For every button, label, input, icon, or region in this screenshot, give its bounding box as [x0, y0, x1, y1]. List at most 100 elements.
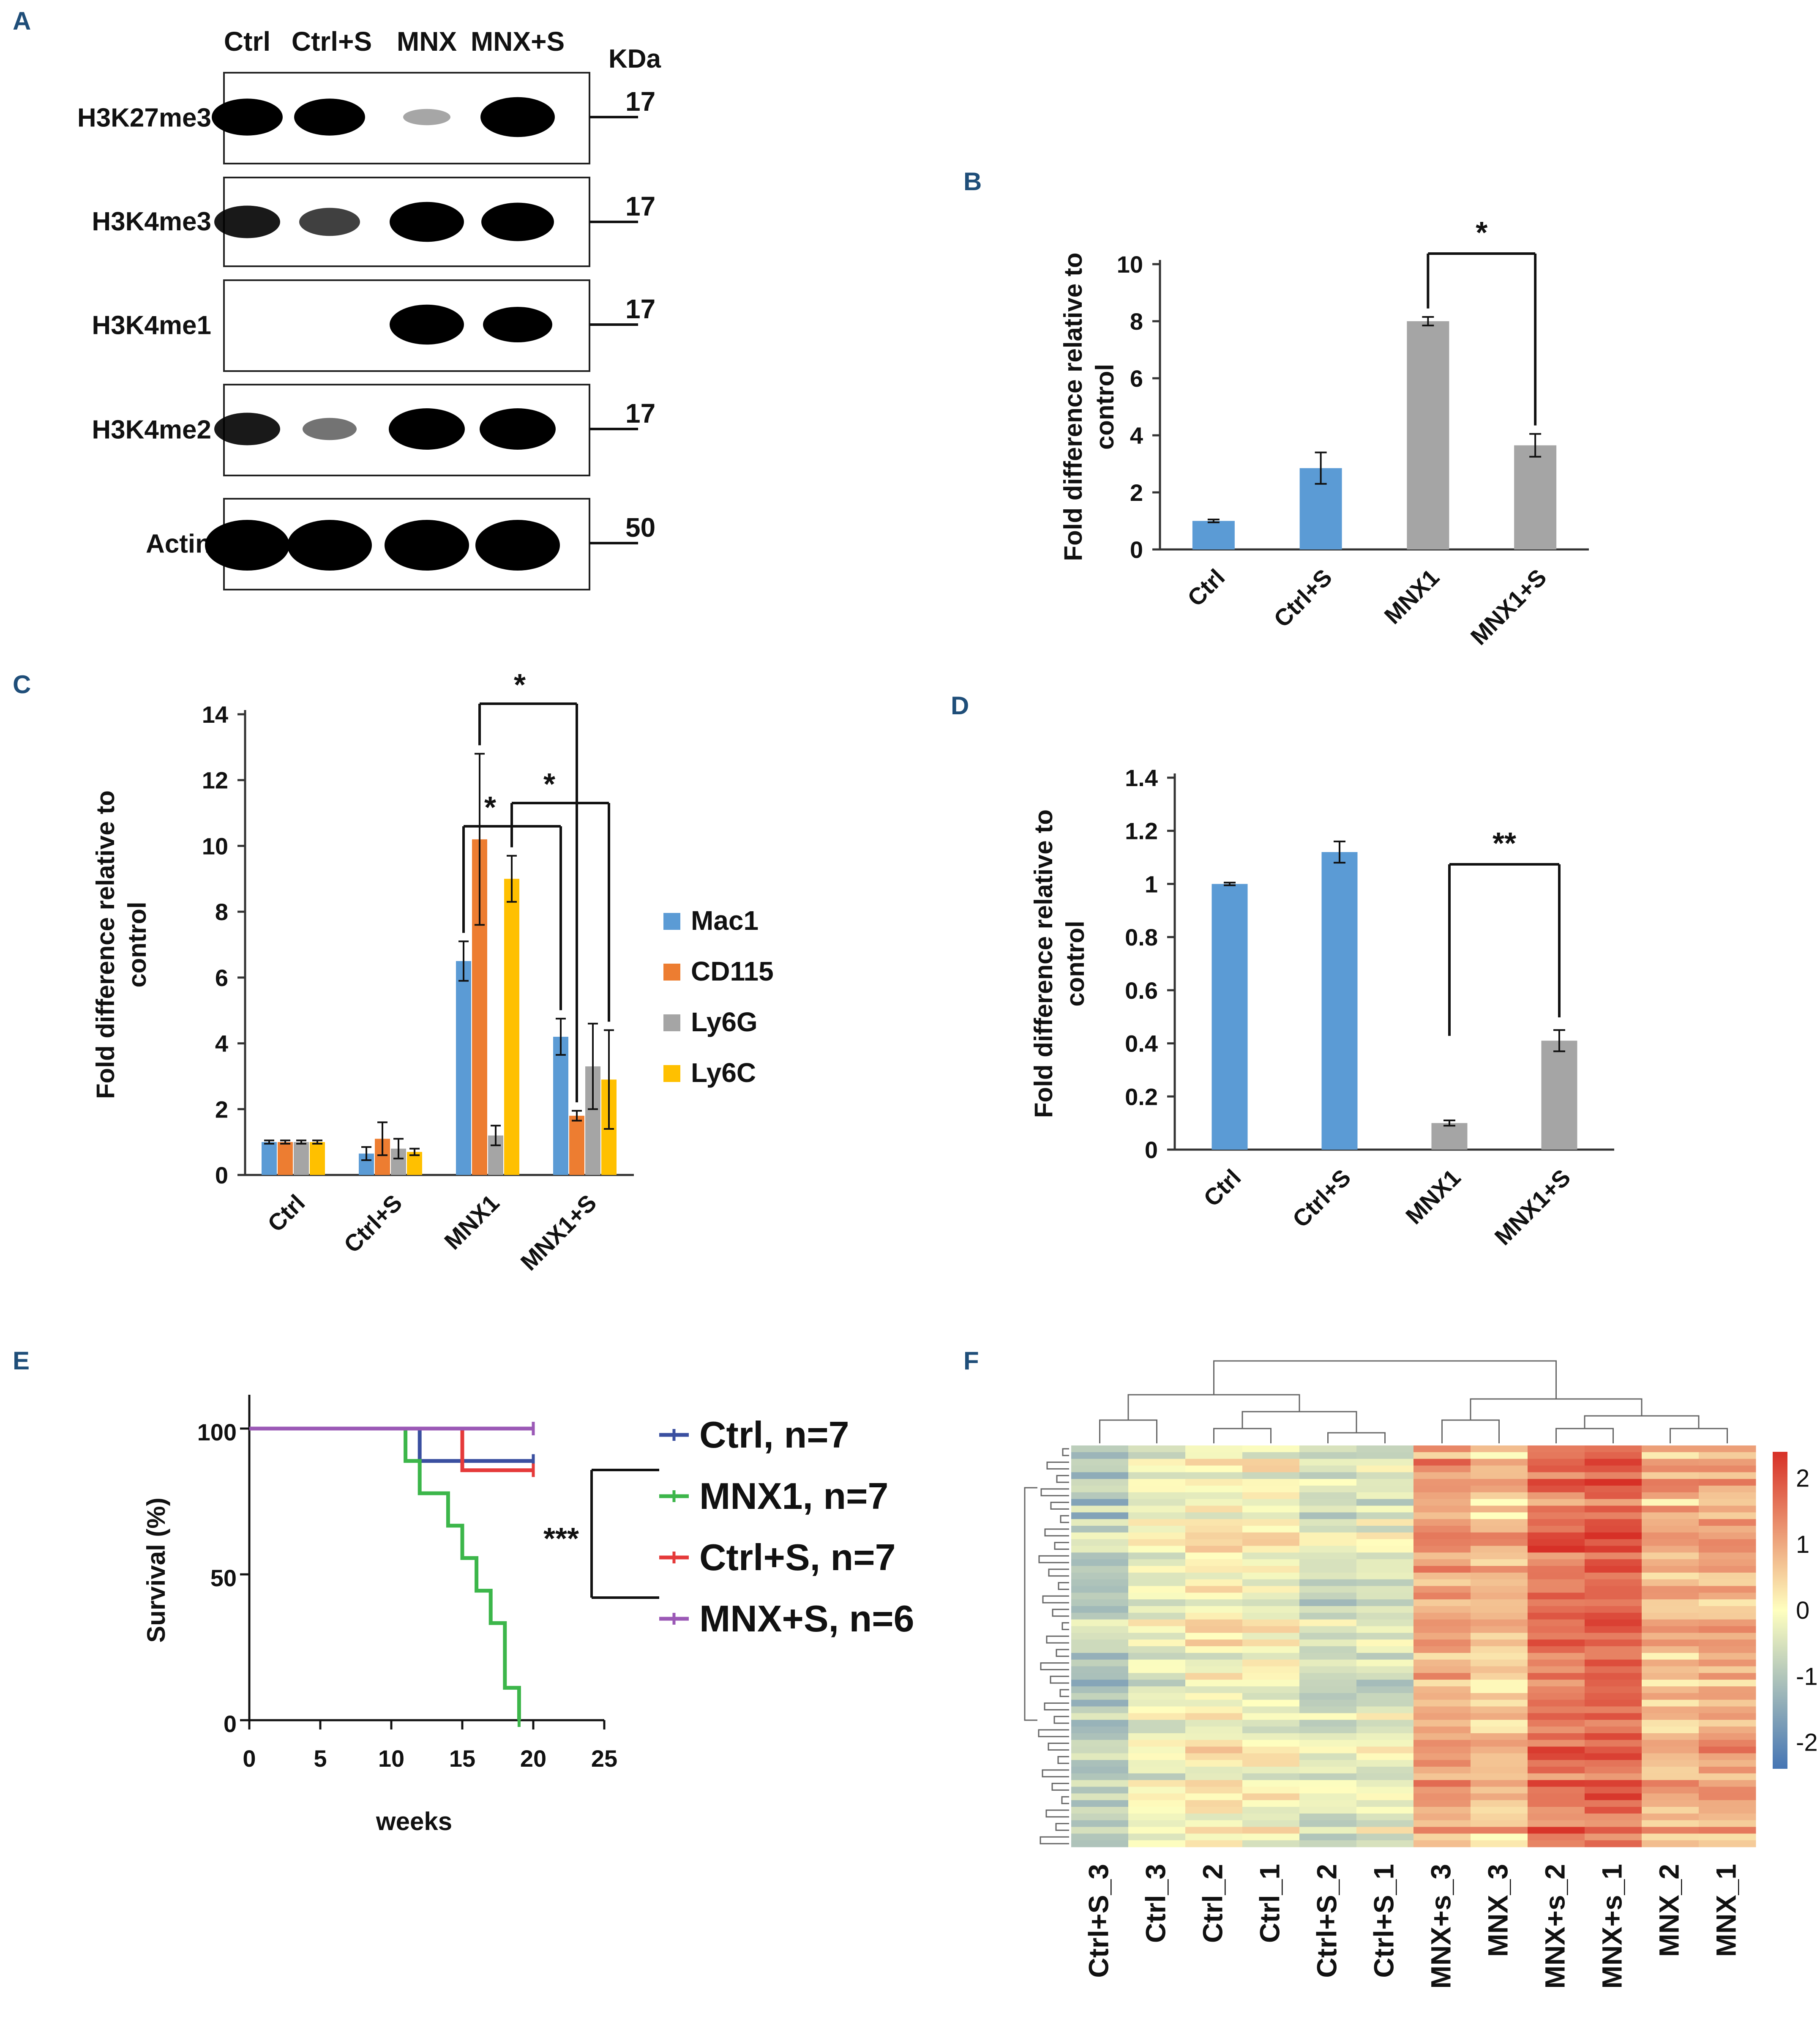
heatmap-cell [1471, 1787, 1528, 1794]
heatmap-cell [1642, 1733, 1699, 1740]
heatmap-cell [1299, 1646, 1357, 1653]
heatmap-cell [1413, 1472, 1471, 1479]
heatmap-cell [1128, 1740, 1186, 1747]
heatmap-cell [1585, 1526, 1642, 1533]
kda-value: 17 [625, 86, 655, 117]
y-axis-label: control [123, 902, 151, 987]
heatmap-cell [1356, 1445, 1414, 1453]
heatmap-cell [1642, 1612, 1699, 1620]
heatmap-cell [1642, 1479, 1699, 1486]
heatmap-cell [1242, 1693, 1300, 1700]
dendrogram-branch [1058, 1582, 1069, 1590]
heatmap-cell [1699, 1666, 1756, 1673]
heatmap-cell [1242, 1465, 1300, 1473]
heatmap-cell [1471, 1586, 1528, 1593]
heatmap-cell [1471, 1760, 1528, 1767]
heatmap-cell [1585, 1680, 1642, 1687]
dendrogram-branch [1555, 1428, 1614, 1443]
heatmap-cell [1642, 1579, 1699, 1586]
y-tick-label: 1 [1145, 871, 1158, 897]
y-tick-label: 4 [215, 1030, 228, 1057]
heatmap-cell [1642, 1693, 1699, 1700]
heatmap-cell [1299, 1593, 1357, 1600]
heatmap-cell [1413, 1820, 1471, 1827]
heatmap-cell [1699, 1626, 1756, 1633]
heatmap-cell [1242, 1813, 1300, 1821]
blot-row-label: H3K4me3 [92, 207, 211, 236]
dendrogram-branch [1327, 1432, 1386, 1443]
heatmap-cell [1071, 1479, 1129, 1486]
heatmap-cell [1128, 1479, 1186, 1486]
heatmap-cell [1071, 1740, 1129, 1747]
legend-label: MNX1, n=7 [699, 1475, 888, 1517]
heatmap-cell [1071, 1807, 1129, 1814]
blot-band [303, 418, 357, 440]
heatmap-cell [1299, 1552, 1357, 1560]
heatmap-cell [1356, 1552, 1414, 1560]
heatmap-cell [1185, 1807, 1243, 1814]
kda-value: 17 [625, 294, 655, 324]
heatmap-cell [1299, 1445, 1357, 1453]
blot-band [481, 202, 554, 241]
heatmap-cell [1356, 1746, 1414, 1754]
heatmap-cell [1642, 1800, 1699, 1807]
heatmap-cell [1413, 1606, 1471, 1613]
heatmap-cell [1699, 1639, 1756, 1647]
heatmap-cell [1585, 1793, 1642, 1800]
heatmap-cell [1071, 1593, 1129, 1600]
category-label: MNX1 [1379, 564, 1444, 629]
heatmap-cell [1185, 1780, 1243, 1787]
heatmap-cell [1471, 1566, 1528, 1573]
heatmap-cell [1585, 1673, 1642, 1680]
heatmap-cell [1242, 1559, 1300, 1566]
heatmap-cell [1699, 1512, 1756, 1519]
heatmap-cell [1185, 1727, 1243, 1734]
heatmap-cell [1071, 1653, 1129, 1660]
heatmap-cell [1242, 1780, 1300, 1787]
heatmap-cell [1185, 1733, 1243, 1740]
heatmap-cell [1585, 1727, 1642, 1734]
heatmap-cell [1185, 1479, 1243, 1486]
heatmap-cell [1299, 1773, 1357, 1781]
heatmap-cell [1071, 1793, 1129, 1800]
heatmap-cell [1642, 1619, 1699, 1626]
heatmap-cell [1413, 1773, 1471, 1781]
heatmap-cell [1242, 1505, 1300, 1513]
blot-band [475, 520, 560, 571]
kda-label: KDa [608, 44, 661, 74]
legend-label: Ly6C [691, 1057, 756, 1088]
heatmap-cell [1413, 1593, 1471, 1600]
heatmap-cell [1128, 1746, 1186, 1754]
heatmap-cell [1128, 1686, 1186, 1694]
heatmap-cell [1242, 1800, 1300, 1807]
heatmap-cell [1642, 1505, 1699, 1513]
bar [1431, 1123, 1468, 1150]
heatmap-cell [1471, 1840, 1528, 1847]
heatmap-cell [1299, 1807, 1357, 1814]
dendrogram-branch [1213, 1428, 1272, 1443]
heatmap-cell [1413, 1727, 1471, 1734]
panel-label-a: A [13, 7, 31, 35]
heatmap-cell [1528, 1646, 1585, 1653]
heatmap-cell [1585, 1807, 1642, 1814]
category-label: MNX1 [1400, 1164, 1466, 1229]
heatmap-cell [1413, 1546, 1471, 1553]
heatmap-cell [1413, 1840, 1471, 1847]
heatmap-cell [1413, 1746, 1471, 1754]
heatmap-cell [1642, 1727, 1699, 1734]
dendrogram-branch [1127, 1394, 1300, 1420]
heatmap-cell [1299, 1767, 1357, 1774]
heatmap-cell [1128, 1612, 1186, 1620]
heatmap-cell [1242, 1746, 1300, 1754]
heatmap-cell [1356, 1699, 1414, 1707]
heatmap-cell [1642, 1793, 1699, 1800]
heatmap-cell [1585, 1472, 1642, 1479]
heatmap-cell [1528, 1653, 1585, 1660]
dendrogram-branch [1060, 1515, 1069, 1523]
heatmap-cell [1642, 1492, 1699, 1500]
heatmap-cell [1356, 1472, 1414, 1479]
heatmap-cell [1528, 1599, 1585, 1606]
heatmap-cell [1128, 1606, 1186, 1613]
heatmap-cell [1242, 1686, 1300, 1694]
heatmap-cell [1299, 1746, 1357, 1754]
